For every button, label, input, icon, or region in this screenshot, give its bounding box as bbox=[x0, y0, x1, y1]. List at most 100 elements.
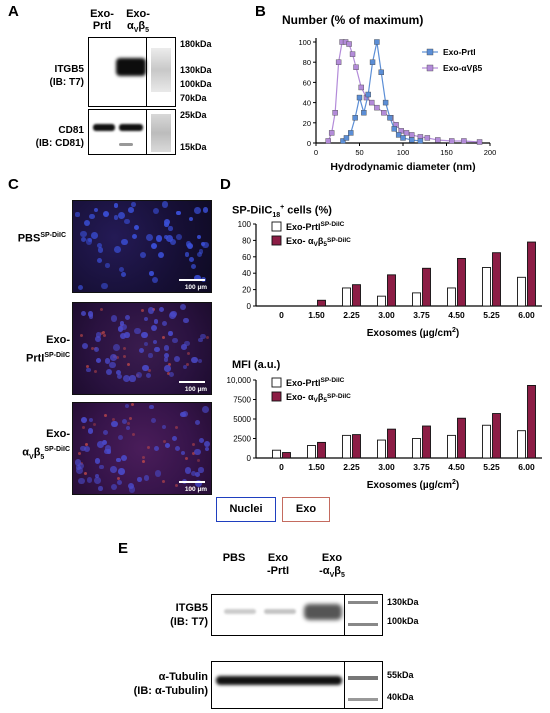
nucleus-dot bbox=[174, 356, 181, 363]
exo-signal-dot bbox=[166, 372, 170, 376]
x-axis-label-sup: 2 bbox=[452, 327, 456, 334]
exo-signal-dot bbox=[82, 425, 85, 429]
row-label-pbs: PBSSP-DiIC bbox=[17, 232, 66, 245]
blot-a-cd81 bbox=[88, 109, 176, 155]
nucleus-dot bbox=[180, 450, 185, 455]
band-cd81-avb5 bbox=[119, 124, 143, 131]
data-point bbox=[328, 130, 335, 136]
exo-signal-dot bbox=[161, 479, 165, 483]
nucleus-dot bbox=[93, 346, 99, 352]
exo-signal-dot bbox=[94, 369, 98, 373]
x-tick-label: 5.25 bbox=[483, 462, 500, 472]
data-point bbox=[358, 84, 364, 91]
x-tick-label: 6.00 bbox=[518, 310, 535, 320]
x-axis-label: Hydrodynamic diameter (nm) bbox=[330, 161, 475, 173]
nucleus-dot bbox=[198, 467, 204, 473]
exo-signal-dot bbox=[185, 362, 189, 366]
nucleus-dot bbox=[88, 428, 94, 434]
bar bbox=[492, 413, 501, 459]
nucleus-dot bbox=[122, 418, 128, 424]
nucleus-dot bbox=[175, 233, 182, 240]
data-point bbox=[408, 137, 415, 143]
marker-55kda-e: 55kDa bbox=[387, 670, 414, 680]
nucleus-dot bbox=[119, 321, 125, 326]
bar bbox=[342, 434, 351, 459]
sup: SP-DiIC bbox=[321, 377, 345, 384]
exo-signal-dot bbox=[102, 333, 106, 337]
exo-signal-dot bbox=[168, 362, 172, 366]
nucleus-dot bbox=[120, 333, 127, 340]
lane-label-exo-avb5: Exo-αVβ5 bbox=[126, 8, 150, 35]
marker-130kda-e: 130kDa bbox=[387, 597, 419, 607]
nucleus-dot bbox=[104, 445, 112, 452]
data-point bbox=[352, 115, 358, 121]
nucleus-dot bbox=[118, 266, 125, 273]
nucleus-dot bbox=[145, 233, 153, 241]
micrograph-exo-prti: 100 µm bbox=[72, 302, 212, 395]
bar bbox=[342, 287, 351, 307]
nucleus-dot bbox=[161, 425, 167, 430]
nucleus-dot bbox=[130, 202, 136, 207]
data-point bbox=[343, 135, 350, 141]
nucleus-dot bbox=[128, 207, 134, 213]
exo-signal-dot bbox=[80, 461, 84, 465]
nucleus-dot bbox=[142, 364, 149, 372]
y-tick-label: 20 bbox=[303, 119, 311, 128]
data-point bbox=[340, 138, 346, 144]
nucleus-dot bbox=[154, 470, 162, 477]
nucleus-dot bbox=[80, 236, 86, 242]
nucleus-dot bbox=[120, 323, 127, 330]
exo-signal-dot bbox=[174, 425, 178, 429]
legend-nuclei: Nuclei bbox=[216, 497, 276, 522]
nucleus-dot bbox=[109, 361, 116, 369]
row-label-exo-avb5: Exo-αVβ5SP-DiIC bbox=[22, 428, 70, 461]
legend-swatch bbox=[271, 391, 282, 402]
legend-swatch bbox=[271, 377, 282, 388]
nucleus-dot bbox=[195, 480, 203, 487]
nucleus-dot bbox=[172, 337, 179, 344]
nucleus-dot bbox=[86, 367, 91, 373]
ladder-band bbox=[348, 623, 378, 626]
nucleus-dot bbox=[202, 241, 209, 249]
nucleus-dot bbox=[116, 457, 121, 463]
y-tick-label: 60 bbox=[303, 78, 311, 87]
nucleus-dot bbox=[194, 206, 202, 214]
x-tick-label: 0 bbox=[279, 462, 284, 472]
nucleus-dot bbox=[113, 344, 121, 352]
x-tick-label: 2.25 bbox=[343, 462, 360, 472]
scale-bar bbox=[179, 279, 205, 281]
x-tick-label: 1.50 bbox=[308, 462, 325, 472]
nucleus-dot bbox=[78, 477, 86, 485]
nucleus-dot bbox=[150, 325, 158, 332]
nucleus-dot bbox=[89, 417, 94, 422]
nucleus-dot bbox=[87, 311, 93, 317]
nucleus-dot bbox=[101, 282, 108, 290]
nucleus-dot bbox=[80, 230, 87, 238]
band-itgb5-pbs bbox=[224, 609, 256, 614]
band-itgb5-avb5 bbox=[304, 604, 342, 620]
nucleus-dot bbox=[83, 445, 91, 452]
nucleus-dot bbox=[198, 359, 203, 364]
marker-40kda-e: 40kDa bbox=[387, 692, 414, 702]
panel-d-label: D bbox=[220, 176, 231, 193]
data-point bbox=[369, 59, 376, 65]
panel-e-label: E bbox=[118, 540, 129, 557]
y-tick-label: 100 bbox=[238, 220, 252, 229]
exo-signal-dot bbox=[129, 416, 133, 420]
legend-label: Exo- αVβ5SP-DiIC bbox=[286, 392, 351, 404]
nucleus-dot bbox=[135, 372, 143, 379]
bar bbox=[377, 295, 386, 307]
nucleus-dot bbox=[152, 339, 157, 344]
nucleus-dot bbox=[182, 364, 188, 369]
data-point bbox=[356, 94, 363, 101]
series-line bbox=[342, 41, 421, 142]
x-axis-label: Exosomes (µg/cm2) bbox=[367, 327, 459, 339]
x-tick-label: 4.50 bbox=[448, 310, 465, 320]
data-point bbox=[417, 138, 424, 144]
nucleus-dot bbox=[170, 310, 177, 318]
y-tick-label: 80 bbox=[303, 58, 311, 67]
exo-signal-dot bbox=[141, 308, 145, 312]
nucleus-dot bbox=[152, 208, 159, 215]
x-tick-label: 200 bbox=[484, 148, 497, 157]
x-tick-label: 1.50 bbox=[308, 310, 325, 320]
